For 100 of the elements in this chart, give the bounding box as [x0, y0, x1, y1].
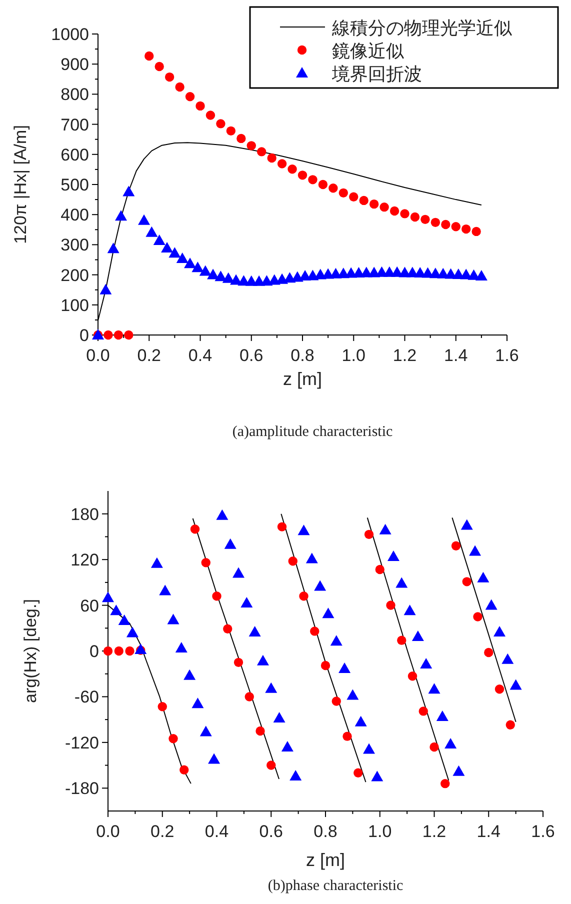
x-tick-label: 1.6 [495, 346, 519, 365]
point [408, 672, 418, 681]
point [256, 726, 265, 736]
point [144, 51, 154, 61]
point [206, 110, 216, 120]
point [216, 119, 226, 128]
point [342, 732, 352, 741]
y-axis-title: arg(Hx) [deg.] [21, 599, 40, 703]
point [265, 682, 278, 693]
point [363, 743, 375, 754]
point [371, 770, 384, 782]
point [102, 592, 114, 602]
point [430, 742, 439, 752]
point [510, 679, 522, 690]
y-tick-label: -180 [64, 779, 99, 798]
point [475, 270, 488, 281]
point [208, 753, 220, 764]
x-axis-title: z [m] [306, 850, 345, 870]
point [452, 765, 465, 776]
y-tick-label: 600 [60, 145, 89, 164]
x-tick-label: 0.0 [96, 822, 120, 841]
point [396, 577, 408, 588]
point [299, 592, 308, 601]
point [462, 577, 472, 586]
point [338, 662, 351, 674]
point [176, 252, 188, 264]
point [168, 247, 181, 258]
point [192, 262, 204, 272]
point [134, 643, 147, 654]
point [216, 509, 228, 520]
point [184, 258, 196, 268]
point [288, 556, 298, 566]
point [484, 648, 494, 658]
point [159, 584, 172, 596]
point [267, 153, 276, 163]
point [200, 726, 212, 736]
point [256, 654, 269, 666]
point [359, 196, 368, 206]
point [114, 646, 124, 656]
point [236, 134, 246, 144]
text: (a)amplitude characteristic [232, 424, 394, 440]
point [114, 330, 124, 340]
point [346, 689, 359, 700]
point [469, 545, 482, 556]
point [158, 702, 167, 712]
x-tick-label: 0.8 [290, 346, 314, 365]
point [364, 530, 374, 540]
point [118, 614, 130, 626]
point [161, 242, 174, 253]
point [167, 614, 180, 624]
x-tick-label: 0.8 [314, 822, 338, 841]
y-axis-title: 120π |Hx| [A/m] [11, 125, 30, 244]
point [318, 180, 328, 190]
point [369, 199, 379, 209]
y-tick-label: 700 [60, 115, 89, 134]
point [444, 738, 457, 748]
y-tick-label: -60 [74, 688, 99, 707]
point [412, 630, 424, 642]
point [257, 147, 266, 156]
point [332, 696, 341, 706]
point [460, 519, 473, 530]
point [222, 272, 234, 283]
point [125, 646, 134, 656]
text: (b)phase characteristic [268, 878, 404, 894]
point [248, 626, 261, 636]
point [199, 265, 212, 276]
y-tick-label: 0 [90, 642, 99, 661]
point [175, 82, 184, 92]
point [494, 626, 506, 636]
point [322, 608, 334, 618]
point [485, 599, 498, 610]
point [330, 635, 342, 646]
point [138, 214, 150, 225]
point [428, 683, 440, 694]
point [244, 692, 254, 702]
x-tick-label: 1.6 [531, 822, 555, 841]
x-tick-label: 1.0 [368, 822, 392, 841]
point [190, 524, 200, 534]
legend-label: 線積分の物理光学近似 [331, 18, 512, 38]
point [100, 284, 112, 294]
point [103, 646, 113, 656]
point [477, 572, 490, 582]
point [232, 567, 244, 578]
point [494, 684, 504, 694]
x-tick-label: 0.4 [204, 822, 229, 841]
point [306, 552, 318, 564]
point [240, 597, 253, 608]
point [462, 224, 471, 234]
point [180, 765, 189, 774]
point [404, 604, 416, 616]
point [451, 541, 461, 550]
point [328, 184, 338, 193]
x-tick-label: 0.4 [188, 346, 212, 365]
point [397, 636, 406, 645]
point [226, 126, 236, 136]
y-tick-label: 60 [80, 596, 99, 616]
x-tick-label: 0.0 [86, 346, 110, 365]
point [418, 706, 428, 716]
point [410, 212, 420, 222]
point [146, 226, 158, 237]
